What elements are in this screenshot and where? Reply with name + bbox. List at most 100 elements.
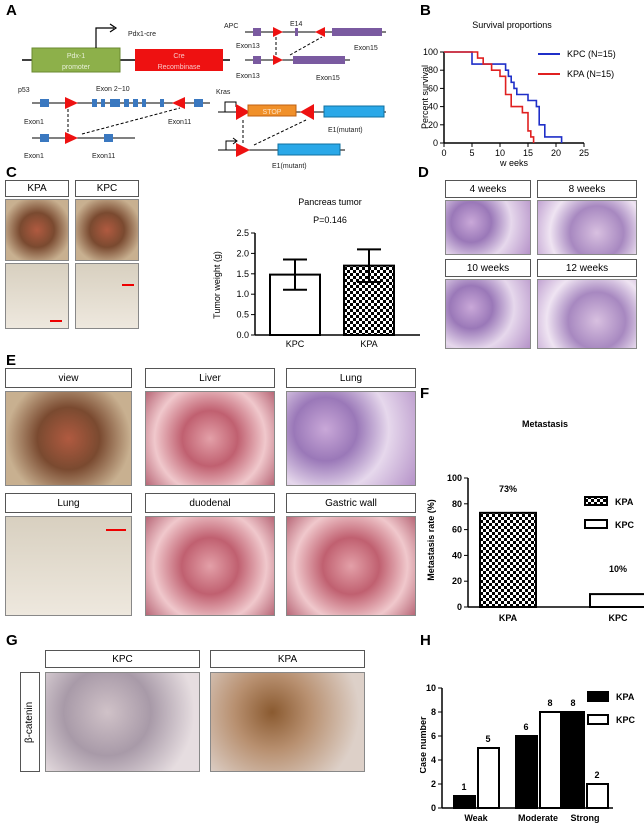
error-bar <box>283 258 307 291</box>
duodenal-histology <box>145 516 275 616</box>
label-kpc: KPC <box>75 180 139 197</box>
data-label: 73% <box>499 484 517 494</box>
chart-title: Pancreas tumor <box>298 197 362 207</box>
y-tick-label: 1.0 <box>236 289 249 299</box>
e14-label: E14 <box>290 21 303 28</box>
y-tick-label: 0 <box>433 138 438 148</box>
lung-histology <box>286 391 416 486</box>
kpa-tumor-photo <box>5 199 69 261</box>
data-label: 1 <box>461 782 466 792</box>
metastasis-view-photo <box>5 391 132 486</box>
legend-swatch <box>584 496 608 506</box>
histology-10-weeks <box>445 279 531 349</box>
legend-label: KPC <box>615 520 635 530</box>
tumor-weight-chart: Pancreas tumor P=0.146 0.0 0.5 1.0 1.5 2.0 2.5 T… <box>212 197 420 349</box>
y-tick-label: 60 <box>428 83 438 93</box>
bar-KPA <box>479 511 537 608</box>
exon11-label-a: Exon11 <box>168 119 191 126</box>
label-liver: Liver <box>145 368 275 388</box>
legend-label: KPC <box>616 715 636 725</box>
bar-KPC-Strong <box>586 783 609 809</box>
exon15-label-a: Exon15 <box>354 45 378 52</box>
panel-label-c: C <box>6 164 17 181</box>
label-8-weeks: 8 weeks <box>537 180 637 198</box>
y-tick-label: 2.0 <box>236 248 249 258</box>
y-tick-label: 2.5 <box>236 228 249 238</box>
exon1-label-b: Exon1 <box>24 153 44 160</box>
y-tick-label: 80 <box>428 65 438 75</box>
y-axis-label: Percent survival <box>420 65 430 129</box>
x-tick-label: Weak <box>464 813 488 823</box>
label-g-kpa: KPA <box>210 650 365 668</box>
panel-label-b: B <box>420 2 431 19</box>
panel-label-f: F <box>420 385 430 402</box>
legend-label: KPA <box>616 692 635 702</box>
apc-label: APC <box>224 23 238 30</box>
label-beta-catenin: β-catenin <box>20 672 40 772</box>
cre-label-1: Cre <box>173 53 184 60</box>
x-tick-label: 20 <box>551 148 561 158</box>
x-tick-label: KPA <box>360 339 377 349</box>
y-tick-label: 10 <box>426 683 436 693</box>
exon13-label-b: Exon13 <box>236 73 260 80</box>
e1-mutant-label-b: E1(mutant) <box>272 163 307 170</box>
bar-KPC <box>589 593 644 609</box>
label-kpa: KPA <box>5 180 69 197</box>
data-label: 2 <box>594 770 599 780</box>
x-tick-label: KPC <box>608 613 628 623</box>
label-10-weeks: 10 weeks <box>445 259 531 277</box>
pdx1-cre-label: Pdx1-cre <box>128 31 156 38</box>
y-tick-label: 8 <box>431 707 436 717</box>
bar-KPA-Weak <box>453 795 476 809</box>
x-tick-label: 15 <box>523 148 533 158</box>
x-tick-label: 25 <box>579 148 589 158</box>
y-axis-label: Metastasis rate (%) <box>426 499 436 581</box>
panel-label-e: E <box>6 352 17 369</box>
y-tick-label: 2 <box>431 779 436 789</box>
exon13-label-a: Exon13 <box>236 43 260 50</box>
y-tick-label: 20 <box>428 120 438 130</box>
case-number-chart: 0 2 4 6 8 10 Case number 1 5 Weak 6 8 Moderate 8 2 Stro… <box>420 683 636 823</box>
label-lung: Lung <box>286 368 416 388</box>
label-duodenal: duodenal <box>145 493 275 513</box>
cre-box <box>135 49 223 71</box>
y-tick-label: 100 <box>423 47 438 57</box>
x-tick-label: 5 <box>469 148 474 158</box>
bar-KPC-Moderate <box>539 711 562 809</box>
x-tick-label: Moderate <box>518 813 558 823</box>
legend-swatch <box>587 691 609 702</box>
y-tick-label: 100 <box>447 473 462 483</box>
y-tick-label: 40 <box>452 550 462 560</box>
lung-photo <box>5 516 132 616</box>
label-g-kpc: KPC <box>45 650 200 668</box>
pdx1-promoter-box <box>31 47 121 73</box>
metastasis-chart: Metastasis 0 20 40 60 80 100 Metastasis rate (%… <box>426 419 644 623</box>
legend-swatch <box>584 519 608 529</box>
y-tick-label: 20 <box>452 576 462 586</box>
survival-curve-0 <box>444 51 563 143</box>
genetic-construct-diagram: Pdx-1 promoter Cre Recombinase Pdx1-cre … <box>18 21 386 170</box>
y-tick-label: 0.5 <box>236 310 249 320</box>
stop-label: STOP <box>263 109 282 116</box>
liver-histology <box>145 391 275 486</box>
x-tick-label: 0 <box>441 148 446 158</box>
data-label: 8 <box>547 698 552 708</box>
label-4-weeks: 4 weeks <box>445 180 531 198</box>
histology-4-weeks <box>445 200 531 255</box>
y-tick-label: 4 <box>431 755 436 765</box>
label-view: view <box>5 368 132 388</box>
panel-label-h: H <box>420 632 431 649</box>
y-tick-label: 6 <box>431 731 436 741</box>
e1-mutant-label-a: E1(mutant) <box>328 127 363 134</box>
y-tick-label: 1.5 <box>236 269 249 279</box>
bar-KPA-Strong <box>562 711 585 809</box>
x-tick-label: KPA <box>499 613 518 623</box>
exon11-label-b: Exon11 <box>92 153 115 160</box>
y-tick-label: 40 <box>428 102 438 112</box>
bar-KPA-Moderate <box>515 735 538 809</box>
promoter-label-1: Pdx-1 <box>67 53 85 60</box>
legend-label: KPA <box>615 497 634 507</box>
p53-label: p53 <box>18 87 30 94</box>
exon1-label-a: Exon1 <box>24 119 44 126</box>
